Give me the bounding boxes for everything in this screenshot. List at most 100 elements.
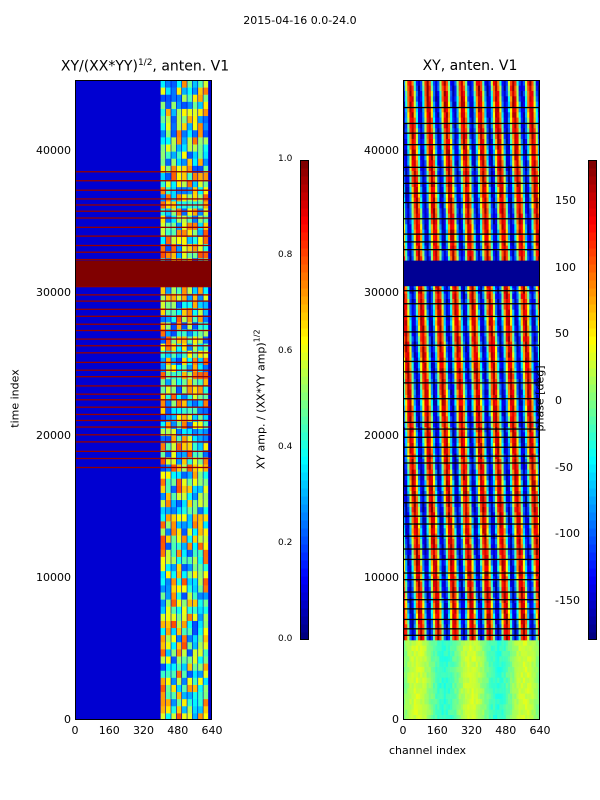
- heatmap2-cell: [424, 554, 427, 561]
- heatmap1-cell: [182, 485, 187, 493]
- heatmap2-cell: [525, 506, 528, 513]
- heatmap2-cell: [452, 448, 455, 454]
- heatmap2-cell: [497, 560, 500, 566]
- heatmap1-cell: [160, 520, 166, 529]
- colorbar-segment: [300, 616, 309, 625]
- heatmap2-cell: [447, 469, 451, 475]
- heatmap2-cell: [450, 528, 453, 534]
- heatmap2-cell: [505, 410, 509, 417]
- heatmap2-cell: [411, 682, 415, 689]
- heatmap2-cell: [484, 693, 487, 699]
- heatmap2-cell: [409, 528, 412, 534]
- heatmap2-cell: [529, 576, 532, 582]
- heatmap2-cell: [452, 624, 455, 630]
- heatmap2-cell: [407, 645, 410, 651]
- heatmap1-cell: [171, 314, 177, 323]
- heatmap2-cell: [465, 394, 468, 401]
- heatmap2-cell: [473, 554, 477, 561]
- heatmap2-cell: [480, 549, 483, 555]
- heatmap2-cell: [420, 704, 423, 710]
- heatmap2-cell: [424, 672, 427, 678]
- heatmap2-cell: [505, 661, 509, 667]
- heatmap2-cell: [507, 432, 511, 438]
- heatmap2-cell: [460, 405, 464, 411]
- heatmap2-cell: [507, 544, 511, 550]
- heatmap1-cell: [182, 151, 187, 159]
- heatmap1-cell: [182, 243, 187, 252]
- heatmap2-cell: [452, 554, 455, 561]
- heatmap2-cell: [428, 549, 432, 555]
- heatmap2-cell: [497, 709, 500, 715]
- heatmap2-cell: [454, 512, 457, 518]
- heatmap2-cell: [529, 565, 532, 571]
- heatmap2-cell: [473, 640, 477, 646]
- heatmap1-cell: [182, 442, 187, 451]
- heatmap2-cell: [533, 522, 537, 529]
- heatmap2-cell: [435, 618, 438, 625]
- heatmap2-cell: [403, 629, 406, 635]
- heatmap1-cell: [192, 179, 198, 188]
- heatmap2-cell: [492, 384, 496, 390]
- heatmap2-cell: [443, 624, 447, 630]
- heatmap2-cell: [417, 661, 421, 667]
- heatmap1-cell: [182, 698, 187, 707]
- heatmap2-cell: [525, 464, 528, 470]
- heatmap2-cell: [490, 522, 494, 529]
- heatmap2-cell: [533, 469, 537, 475]
- heatmap2-cell: [475, 618, 479, 625]
- heatmap2-cell: [441, 624, 444, 630]
- heatmap2-cell: [405, 677, 408, 683]
- heatmap2-cell: [437, 602, 440, 609]
- heatmap2-cell: [458, 688, 462, 694]
- heatmap2-cell: [501, 672, 504, 678]
- heatmap2-cell: [422, 698, 425, 705]
- heatmap2-cell: [432, 682, 436, 689]
- heatmap2-cell: [415, 592, 419, 598]
- heatmap2-cell: [407, 666, 410, 673]
- heatmap2-cell: [484, 624, 487, 630]
- heatmap2-cell: [415, 634, 419, 641]
- heatmap2-cell: [424, 592, 427, 598]
- heatmap2-cell: [445, 672, 449, 678]
- heatmap2-cell: [432, 586, 436, 593]
- heatmap2-cell: [458, 490, 462, 497]
- heatmap2-cell: [527, 645, 530, 651]
- heatmap1-cell: [203, 307, 209, 316]
- heatmap2-cell: [467, 421, 470, 427]
- heatmap2-cell: [426, 618, 429, 625]
- heatmap2-cell: [501, 565, 504, 571]
- heatmap2-cell: [441, 512, 444, 518]
- heatmap2-cell: [469, 496, 472, 502]
- heatmap2-cell: [460, 522, 464, 529]
- heatmap2-cell: [415, 618, 419, 625]
- heatmap1-cell: [171, 236, 177, 245]
- heatmap2-cell: [430, 602, 434, 609]
- heatmap2-cell: [518, 384, 522, 390]
- heatmap2-cell: [435, 714, 438, 720]
- heatmap2-cell: [443, 506, 447, 513]
- heatmap2-cell: [501, 480, 504, 486]
- heatmap2-cell: [531, 629, 534, 635]
- heatmap2-cell: [467, 549, 470, 555]
- heatmap2-cell: [415, 661, 419, 667]
- heatmap2-cell: [405, 714, 408, 720]
- heatmap2-cell: [501, 496, 504, 502]
- heatmap2-cell: [403, 698, 406, 705]
- heatmap2-cell: [492, 640, 496, 646]
- heatmap2-cell: [441, 448, 444, 454]
- heatmap2-cell: [482, 704, 485, 710]
- heatmap2-cell: [443, 464, 447, 470]
- heatmap2-cell: [486, 565, 489, 571]
- heatmap2-cell: [529, 416, 532, 422]
- heatmap2-cell: [437, 501, 440, 507]
- heatmap2-cell: [533, 560, 537, 566]
- heatmap2-cell: [499, 618, 502, 625]
- heatmap2-cell: [456, 405, 459, 411]
- heatmap2-cell: [501, 464, 504, 470]
- heatmap1-cell: [198, 705, 203, 714]
- heatmap2-cell: [495, 501, 498, 507]
- colorbar-segment: [300, 248, 309, 257]
- heatmap2-cell: [432, 602, 436, 609]
- heatmap1-cell: [187, 506, 193, 515]
- heatmap2-cell: [486, 410, 489, 417]
